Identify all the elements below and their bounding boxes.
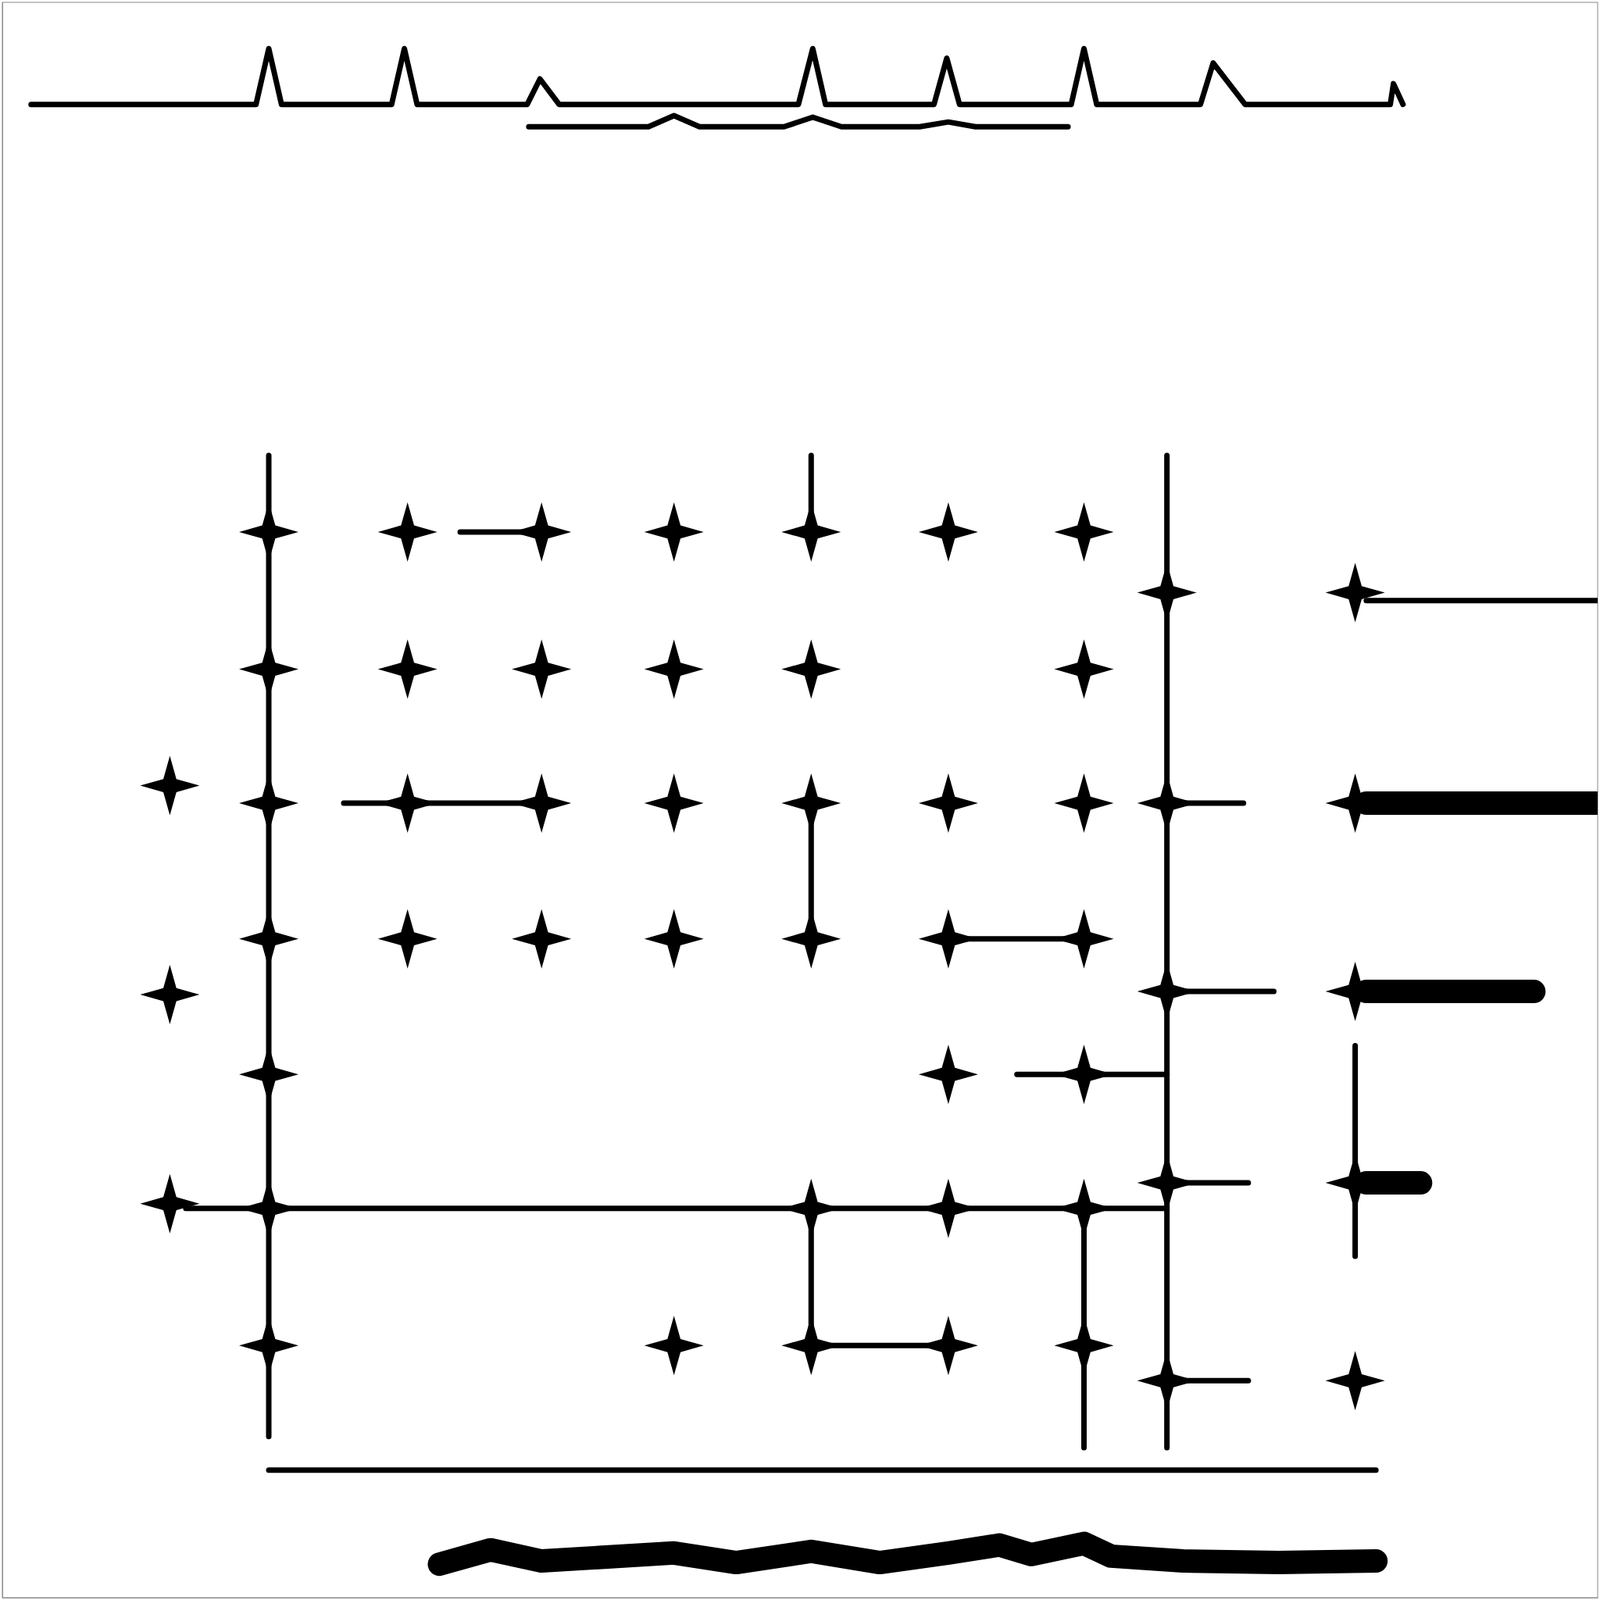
trace	[1366, 1171, 1421, 1195]
trace	[528, 115, 1068, 127]
trace	[1352, 1045, 1358, 1257]
trace	[1167, 989, 1275, 995]
trace	[1017, 1071, 1168, 1078]
trace	[808, 803, 815, 940]
trace	[1164, 455, 1170, 1448]
cross-peak	[918, 1044, 979, 1104]
cross-peak	[378, 909, 438, 969]
cross-peak	[1053, 773, 1114, 833]
cross-peak	[644, 909, 704, 969]
cross-peak	[139, 756, 200, 816]
frame	[2, 2, 1598, 1598]
cross-peak	[918, 773, 979, 833]
cross-peak	[1053, 502, 1114, 562]
trace	[439, 1543, 1377, 1565]
trace	[1366, 597, 1598, 604]
chart	[0, 0, 1600, 1600]
cross-peak	[644, 773, 704, 833]
cross-peak	[378, 502, 438, 562]
cross-peak	[644, 1315, 704, 1375]
trace	[343, 800, 542, 807]
cross-peak	[781, 639, 841, 700]
trace	[810, 1342, 949, 1349]
trace	[808, 1208, 815, 1347]
trace	[460, 528, 542, 535]
cross-peak	[644, 502, 704, 562]
trace	[1366, 979, 1534, 1004]
trace	[266, 455, 272, 1437]
trace	[948, 935, 1085, 942]
trace	[1366, 791, 1598, 815]
cross-peak	[1325, 563, 1386, 623]
trace	[31, 48, 1404, 104]
cross-peak	[644, 639, 704, 700]
trace	[1167, 800, 1244, 807]
trace	[1081, 1208, 1087, 1448]
cross-peak	[511, 909, 572, 969]
cross-peak	[378, 639, 438, 700]
cross-peak	[1053, 639, 1114, 700]
trace	[808, 455, 815, 533]
trace	[1167, 1378, 1249, 1384]
trace	[268, 1467, 1376, 1473]
cross-peak	[139, 964, 200, 1025]
trace	[185, 1205, 1168, 1211]
cross-peak	[511, 639, 572, 700]
trace	[1167, 1180, 1249, 1186]
cross-peak	[139, 1174, 200, 1234]
plot-area	[31, 48, 1598, 1565]
cross-peak	[918, 502, 979, 562]
cross-peak	[1325, 1350, 1386, 1411]
